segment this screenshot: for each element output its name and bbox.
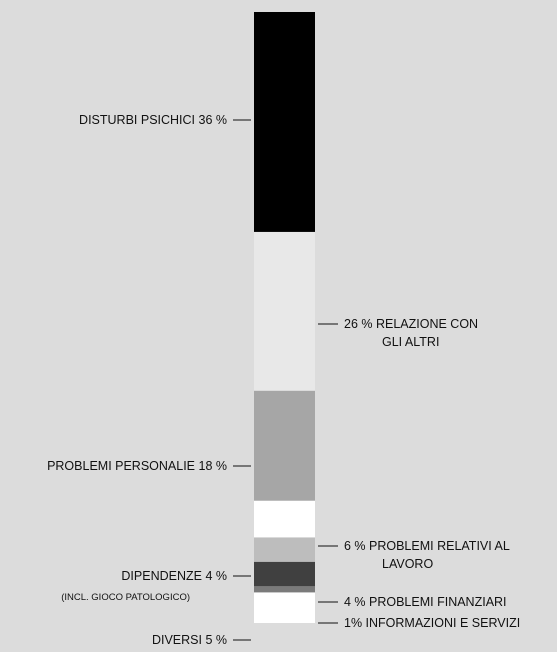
segment-label-2: 26 % RELAZIONE CON <box>344 317 478 331</box>
segment-label-3: PROBLEMI PERSONALIE 18 % <box>47 459 227 473</box>
segment-label-7: 1% INFORMAZIONI E SERVIZI <box>344 616 520 630</box>
segment-label-8: DIVERSI 5 % <box>152 633 227 647</box>
bar-segment-3 <box>254 390 315 501</box>
bar-segment-8 <box>254 592 315 623</box>
segment-label-6: 4 % PROBLEMI FINANZIARI <box>344 595 507 609</box>
segment-label-4: 6 % PROBLEMI RELATIVI AL <box>344 539 510 553</box>
bar-segment-4 <box>254 500 315 538</box>
bar-segment-7 <box>254 586 315 593</box>
bar-segment-2 <box>254 231 315 391</box>
bar-segment-6 <box>254 561 315 587</box>
segment-label-1: DISTURBI PSICHICI 36 % <box>79 113 227 127</box>
segment-label-2-line2: GLI ALTRI <box>382 335 439 349</box>
segment-label-5: DIPENDENZE 4 % <box>121 569 227 583</box>
bar-segment-5 <box>254 537 315 562</box>
bar-segment-1 <box>254 12 315 232</box>
segment-label-4-line2: LAVORO <box>382 557 433 571</box>
segment-sublabel-5: (INCL. GIOCO PATOLOGICO) <box>61 592 190 603</box>
